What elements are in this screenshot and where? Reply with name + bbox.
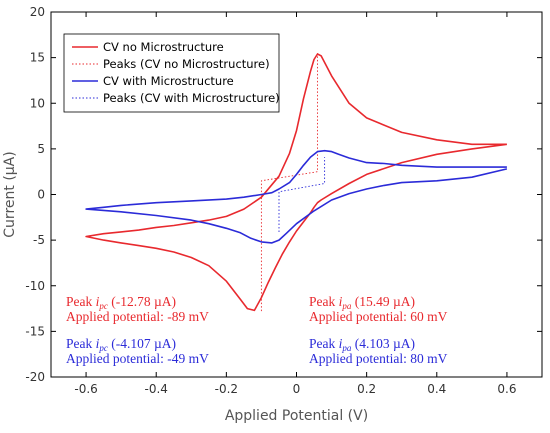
peak-annotations: Peak ipc (-12.78 µA) Applied potential: … bbox=[66, 294, 448, 366]
y-tick-label: 0 bbox=[37, 188, 45, 202]
annotation-potential-ipc-no-micro: Applied potential: -89 mV bbox=[66, 309, 209, 324]
legend-box bbox=[63, 33, 280, 113]
series-line-3 bbox=[278, 157, 326, 232]
annotation-peak-ipc-with-micro: Peak ipc (-4.107 µA) bbox=[66, 336, 176, 353]
x-tick-label: 0.4 bbox=[427, 382, 446, 396]
legend-label-cv-no-micro: CV no Microstructure bbox=[103, 40, 224, 54]
y-tick-label: -10 bbox=[25, 279, 45, 293]
y-tick-label: -5 bbox=[33, 233, 45, 247]
annotation-potential-ipa-with-micro: Applied potential: 80 mV bbox=[309, 351, 448, 366]
y-tick-label: -20 bbox=[25, 370, 45, 384]
y-tick-label: 20 bbox=[30, 5, 45, 19]
y-tick-label: -15 bbox=[25, 324, 45, 338]
x-tick-label: -0.2 bbox=[215, 382, 238, 396]
annotation-peak-ipc-no-micro: Peak ipc (-12.78 µA) bbox=[66, 294, 176, 311]
annotation-potential-ipa-no-micro: Applied potential: 60 mV bbox=[309, 309, 448, 324]
x-tick-label: 0.2 bbox=[357, 382, 376, 396]
y-tick-label: 5 bbox=[37, 142, 45, 156]
y-tick-label: 15 bbox=[30, 51, 45, 65]
legend-label-peaks-with-micro: Peaks (CV with Microstructure) bbox=[103, 91, 280, 105]
axis-ticks: -0.6 -0.4 -0.2 0 0.2 0.4 0.6 -20 -15 -10 -5 0 5 10 15 2… bbox=[25, 5, 542, 396]
x-tick-label: -0.4 bbox=[145, 382, 168, 396]
x-tick-label: 0 bbox=[293, 382, 301, 396]
series-line-0 bbox=[85, 53, 508, 312]
legend-label-cv-with-micro: CV with Microstructure bbox=[103, 74, 234, 88]
legend: CV no Microstructure Peaks (CV no Micros… bbox=[63, 33, 280, 113]
x-axis-title: Applied Potential (V) bbox=[225, 408, 368, 424]
series-layer bbox=[85, 53, 508, 312]
y-tick-label: 10 bbox=[30, 96, 45, 110]
annotation-potential-ipc-with-micro: Applied potential: -49 mV bbox=[66, 351, 209, 366]
x-tick-label: -0.6 bbox=[74, 382, 97, 396]
series-line-2 bbox=[85, 149, 508, 244]
annotation-peak-ipa-with-micro: Peak ipa (4.103 µA) bbox=[309, 336, 415, 353]
legend-label-peaks-no-micro: Peaks (CV no Microstructure) bbox=[103, 57, 270, 71]
x-tick-label: 0.6 bbox=[497, 382, 516, 396]
series-line-1 bbox=[260, 53, 318, 312]
y-axis-title: Current (µA) bbox=[2, 151, 18, 237]
annotation-peak-ipa-no-micro: Peak ipa (15.49 µA) bbox=[309, 294, 415, 311]
